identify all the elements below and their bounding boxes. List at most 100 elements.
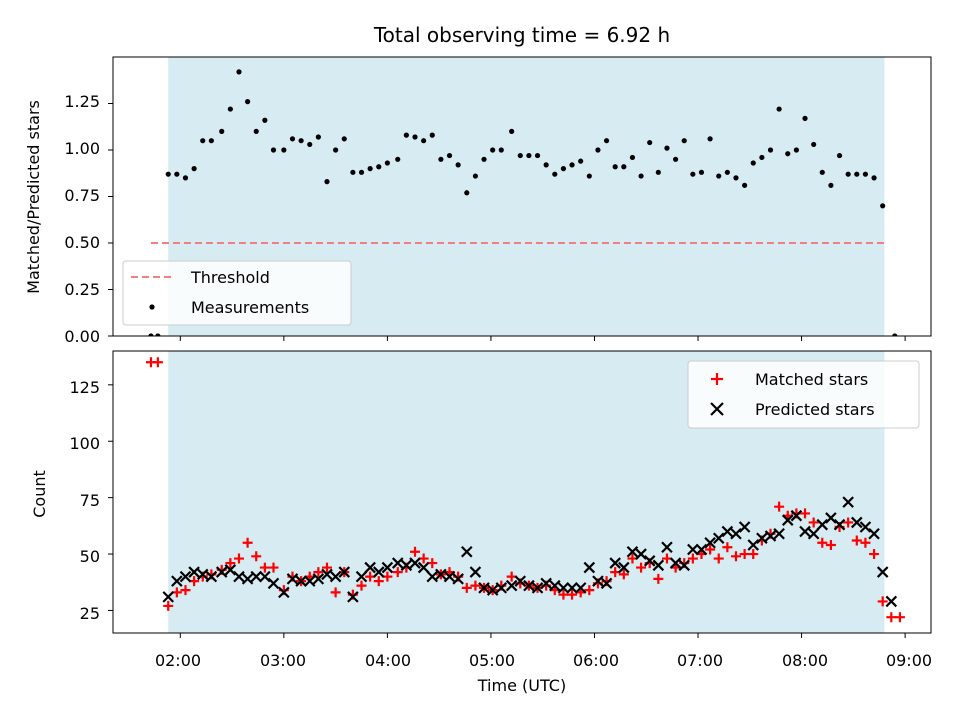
matched-star-point xyxy=(713,553,724,564)
top-y-tick-labels: 0.00 0.25 0.50 0.75 1.00 1.25 xyxy=(64,92,100,346)
predicted-star-point xyxy=(179,570,192,583)
predicted-star-point xyxy=(669,557,682,569)
matched-star-point xyxy=(843,517,854,528)
measurement-point xyxy=(324,179,330,185)
measurement-point xyxy=(578,158,584,164)
x-tick-label: 09:00 xyxy=(886,651,932,670)
predicted-star-point xyxy=(505,579,518,592)
predicted-star-point xyxy=(609,557,621,569)
predicted-star-point xyxy=(540,577,552,590)
matched-star-point xyxy=(877,596,888,607)
matched-star-point xyxy=(461,582,472,593)
predicted-star-point xyxy=(876,566,889,578)
measurement-point xyxy=(793,147,799,153)
predicted-star-point xyxy=(747,539,760,551)
predicted-star-point xyxy=(738,521,751,533)
measurement-point xyxy=(892,333,898,336)
x-tick-label: 07:00 xyxy=(677,651,723,670)
predicted-star-point xyxy=(286,573,299,585)
measurement-point xyxy=(509,128,515,134)
predicted-star-point xyxy=(635,548,647,560)
measurement-point xyxy=(498,147,504,153)
predicted-star-point xyxy=(355,570,368,583)
measurement-point xyxy=(759,154,765,161)
measurement-point xyxy=(367,166,373,172)
predicted-star-point xyxy=(372,566,385,578)
matched-star-point xyxy=(558,589,569,600)
legend-box xyxy=(687,360,920,429)
predicted-star-point xyxy=(391,557,404,569)
measurement-point xyxy=(227,106,233,112)
predicted-star-point xyxy=(303,575,316,587)
measurements-legend-swatch xyxy=(149,304,155,310)
predicted-star-point xyxy=(695,543,708,556)
predicted-star-point xyxy=(443,570,456,583)
x-tick-label: 06:00 xyxy=(573,651,619,670)
bottom-y-tick-labels: 25 50 75 100 125 xyxy=(69,378,100,623)
matched-star-point xyxy=(584,585,595,596)
measurement-point xyxy=(534,152,541,159)
y-tick-label: 125 xyxy=(69,378,100,397)
measurement-point xyxy=(455,162,461,168)
predicted-star-point xyxy=(583,561,596,574)
measurement-point xyxy=(165,171,171,177)
y-tick-label: 100 xyxy=(69,434,100,453)
matched-star-point xyxy=(470,580,481,591)
predicted-star-point xyxy=(618,561,630,574)
measurement-point xyxy=(880,203,886,209)
matched-star-point xyxy=(748,549,759,560)
x-tick-label: 08:00 xyxy=(782,651,828,670)
measurement-point xyxy=(690,171,696,177)
measurement-point xyxy=(289,136,296,142)
measurement-point xyxy=(785,151,791,157)
predicted-legend-label: Predicted stars xyxy=(755,400,875,419)
measurement-point xyxy=(182,175,189,181)
predicted-star-point xyxy=(566,582,578,594)
matched-star-point xyxy=(687,553,698,564)
matched-star-point xyxy=(894,612,905,623)
measurement-point xyxy=(200,138,206,144)
predicted-star-point xyxy=(250,570,263,583)
matched-legend-swatch xyxy=(711,373,723,385)
predicted-star-point xyxy=(205,570,218,583)
predicted-star-point xyxy=(514,575,527,587)
bottom-legend: Matched stars Predicted stars xyxy=(687,360,920,429)
predicted-star-point xyxy=(452,573,464,585)
measurement-point xyxy=(552,171,558,177)
measurement-point xyxy=(543,162,549,168)
matched-star-point xyxy=(860,537,871,548)
measurement-point xyxy=(481,156,487,162)
matched-star-point xyxy=(825,540,836,551)
measurement-point xyxy=(270,147,277,153)
measurement-point xyxy=(350,169,356,175)
matched-star-point xyxy=(886,612,897,623)
measurement-point xyxy=(395,156,401,162)
predicted-star-point xyxy=(435,568,447,581)
predicted-star-point xyxy=(329,570,342,583)
measurement-point xyxy=(236,69,242,75)
matched-star-point xyxy=(180,585,191,596)
y-tick-label: 0.50 xyxy=(64,233,100,252)
matched-star-point xyxy=(800,508,811,519)
measurement-point xyxy=(403,132,409,138)
matched-star-point xyxy=(817,537,828,548)
y-tick-label: 50 xyxy=(80,547,100,566)
legend-box xyxy=(122,260,352,326)
measurement-point xyxy=(845,171,851,177)
matched-star-point xyxy=(225,558,236,569)
predicted-star-point xyxy=(851,516,863,529)
measurement-point xyxy=(446,152,453,159)
predicted-star-point xyxy=(469,566,482,578)
measurement-point xyxy=(750,160,756,166)
matched-star-point xyxy=(774,501,785,512)
predicted-star-point xyxy=(799,525,811,538)
measurement-point xyxy=(698,169,705,175)
predicted-star-point xyxy=(523,579,535,592)
x-tick-labels: 02:00 03:00 04:00 05:00 06:00 07:00 08:0… xyxy=(155,651,932,670)
predicted-star-point xyxy=(478,582,490,594)
measurement-point xyxy=(621,164,627,170)
measurement-point xyxy=(341,136,347,142)
measurement-point xyxy=(862,171,869,177)
y-tick-label: 0.75 xyxy=(64,186,100,205)
predicted-star-point xyxy=(756,532,768,545)
